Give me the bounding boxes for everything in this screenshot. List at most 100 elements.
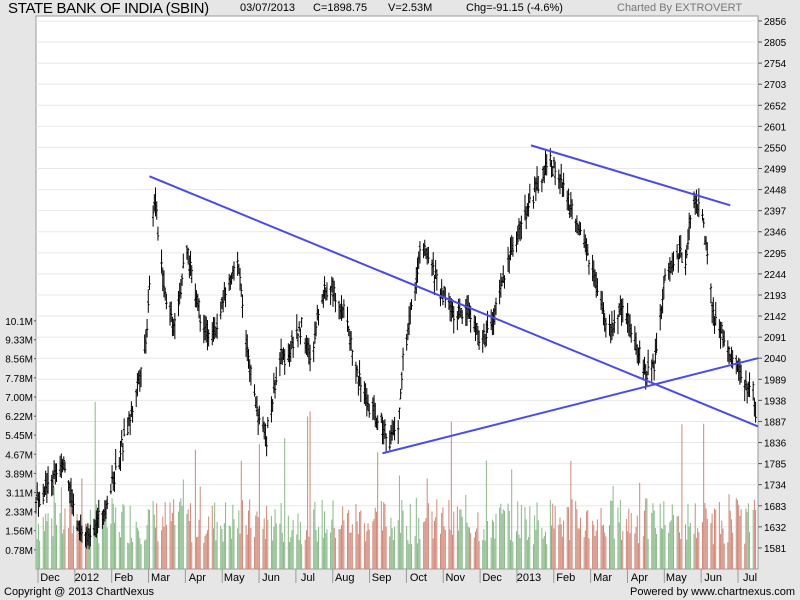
- price-bar: [374, 402, 377, 428]
- price-bar: [46, 466, 50, 494]
- price-tick-label: 2193: [764, 291, 787, 302]
- price-bar: [230, 273, 233, 285]
- price-bar: [295, 314, 298, 340]
- price-bar: [253, 384, 256, 397]
- price-bar: [655, 332, 658, 354]
- price-bar: [494, 297, 498, 315]
- price-bar: [213, 317, 216, 340]
- price-bar: [587, 259, 591, 275]
- price-bar: [240, 283, 243, 297]
- price-bar: [128, 413, 132, 436]
- price-bar: [186, 247, 190, 265]
- price-bar: [241, 294, 244, 318]
- price-bar: [89, 524, 92, 547]
- price-bar: [224, 287, 227, 308]
- price-bar: [38, 491, 41, 508]
- price-bar: [511, 236, 515, 257]
- price-bar: [575, 215, 579, 234]
- price-bar: [435, 269, 439, 291]
- date-tick-label: Aug: [335, 572, 355, 584]
- price-bar: [122, 418, 126, 437]
- price-bar: [308, 344, 312, 372]
- price-bar: [689, 215, 692, 229]
- date-tick-label: Apr: [631, 572, 648, 584]
- price-bar: [418, 241, 422, 264]
- trendline: [382, 357, 759, 455]
- price-bar: [485, 320, 488, 347]
- price-bar: [300, 317, 303, 328]
- volume-tick-label: 3.89M: [5, 469, 33, 480]
- volume-bars: [35, 401, 757, 569]
- price-bar: [686, 229, 690, 250]
- price-bar: [751, 381, 755, 401]
- date-tick-label: Sep: [372, 572, 392, 584]
- price-bar: [197, 298, 201, 319]
- price-bar: [527, 193, 530, 217]
- price-bar: [586, 244, 589, 256]
- price-bar: [551, 165, 554, 177]
- price-bar: [384, 433, 388, 453]
- price-bar: [754, 401, 757, 423]
- volume-tick-label: 9.33M: [5, 336, 33, 347]
- price-bar: [144, 329, 148, 354]
- price-tick-label: 1734: [764, 481, 787, 492]
- price-bar: [342, 299, 346, 318]
- price-bar: [359, 376, 362, 403]
- date-tick-label: Feb: [556, 572, 575, 584]
- price-bar: [314, 321, 318, 337]
- price-bar: [662, 275, 666, 300]
- price-bar: [719, 321, 722, 349]
- price-bar: [720, 322, 723, 334]
- price-bar: [423, 239, 426, 257]
- date-tick-label: Jun: [704, 572, 722, 584]
- price-bar: [106, 495, 109, 510]
- price-bar: [334, 292, 337, 313]
- price-tick-label: 2346: [764, 228, 787, 239]
- price-bar: [388, 430, 391, 451]
- price-bar: [249, 364, 253, 386]
- price-bar: [739, 364, 743, 383]
- price-tick-label: 2091: [764, 333, 787, 344]
- price-bar: [265, 436, 268, 457]
- quote-date: 03/07/2013: [240, 2, 296, 14]
- price-bar: [706, 242, 709, 265]
- price-tick-label: 2448: [764, 186, 787, 197]
- price-bar: [145, 318, 149, 338]
- date-tick-label: 2013: [517, 572, 541, 584]
- volume-axis: 0.78M 1.56M 2.33M 3.11M 3.89M 4.67M 5.45M 6.22M…: [5, 317, 36, 557]
- price-bar: [80, 525, 84, 543]
- price-tick-label: 1836: [764, 439, 787, 450]
- price-bar: [528, 183, 532, 204]
- price-bar: [358, 360, 361, 387]
- price-bar: [399, 388, 402, 400]
- price-bar: [160, 249, 163, 274]
- price-bar: [679, 234, 682, 258]
- price-bar: [638, 340, 641, 364]
- price-bar: [621, 298, 624, 323]
- price-bar: [680, 252, 684, 263]
- price-bar: [63, 461, 67, 473]
- price-tick-label: 2295: [764, 249, 787, 260]
- price-bar: [62, 456, 65, 471]
- price-bar: [163, 287, 167, 301]
- price-bar: [393, 416, 396, 441]
- volume-tick-label: 7.00M: [5, 393, 33, 404]
- price-bar: [298, 321, 301, 332]
- price-bar: [156, 226, 160, 241]
- price-bar: [299, 328, 302, 345]
- price-bar: [602, 302, 605, 326]
- price-bar: [131, 405, 134, 423]
- price-bar: [266, 416, 270, 429]
- price-bar: [727, 346, 731, 365]
- trendlines: [149, 144, 759, 455]
- price-bar: [398, 407, 401, 420]
- price-bar: [247, 349, 250, 369]
- price-bar: [180, 273, 184, 286]
- price-bar: [427, 246, 430, 264]
- price-bar: [748, 372, 751, 398]
- price-bar: [179, 278, 183, 299]
- price-bar: [560, 163, 563, 188]
- price-bar: [199, 314, 202, 332]
- date-tick-label: Mar: [593, 572, 612, 584]
- price-bar: [155, 201, 158, 220]
